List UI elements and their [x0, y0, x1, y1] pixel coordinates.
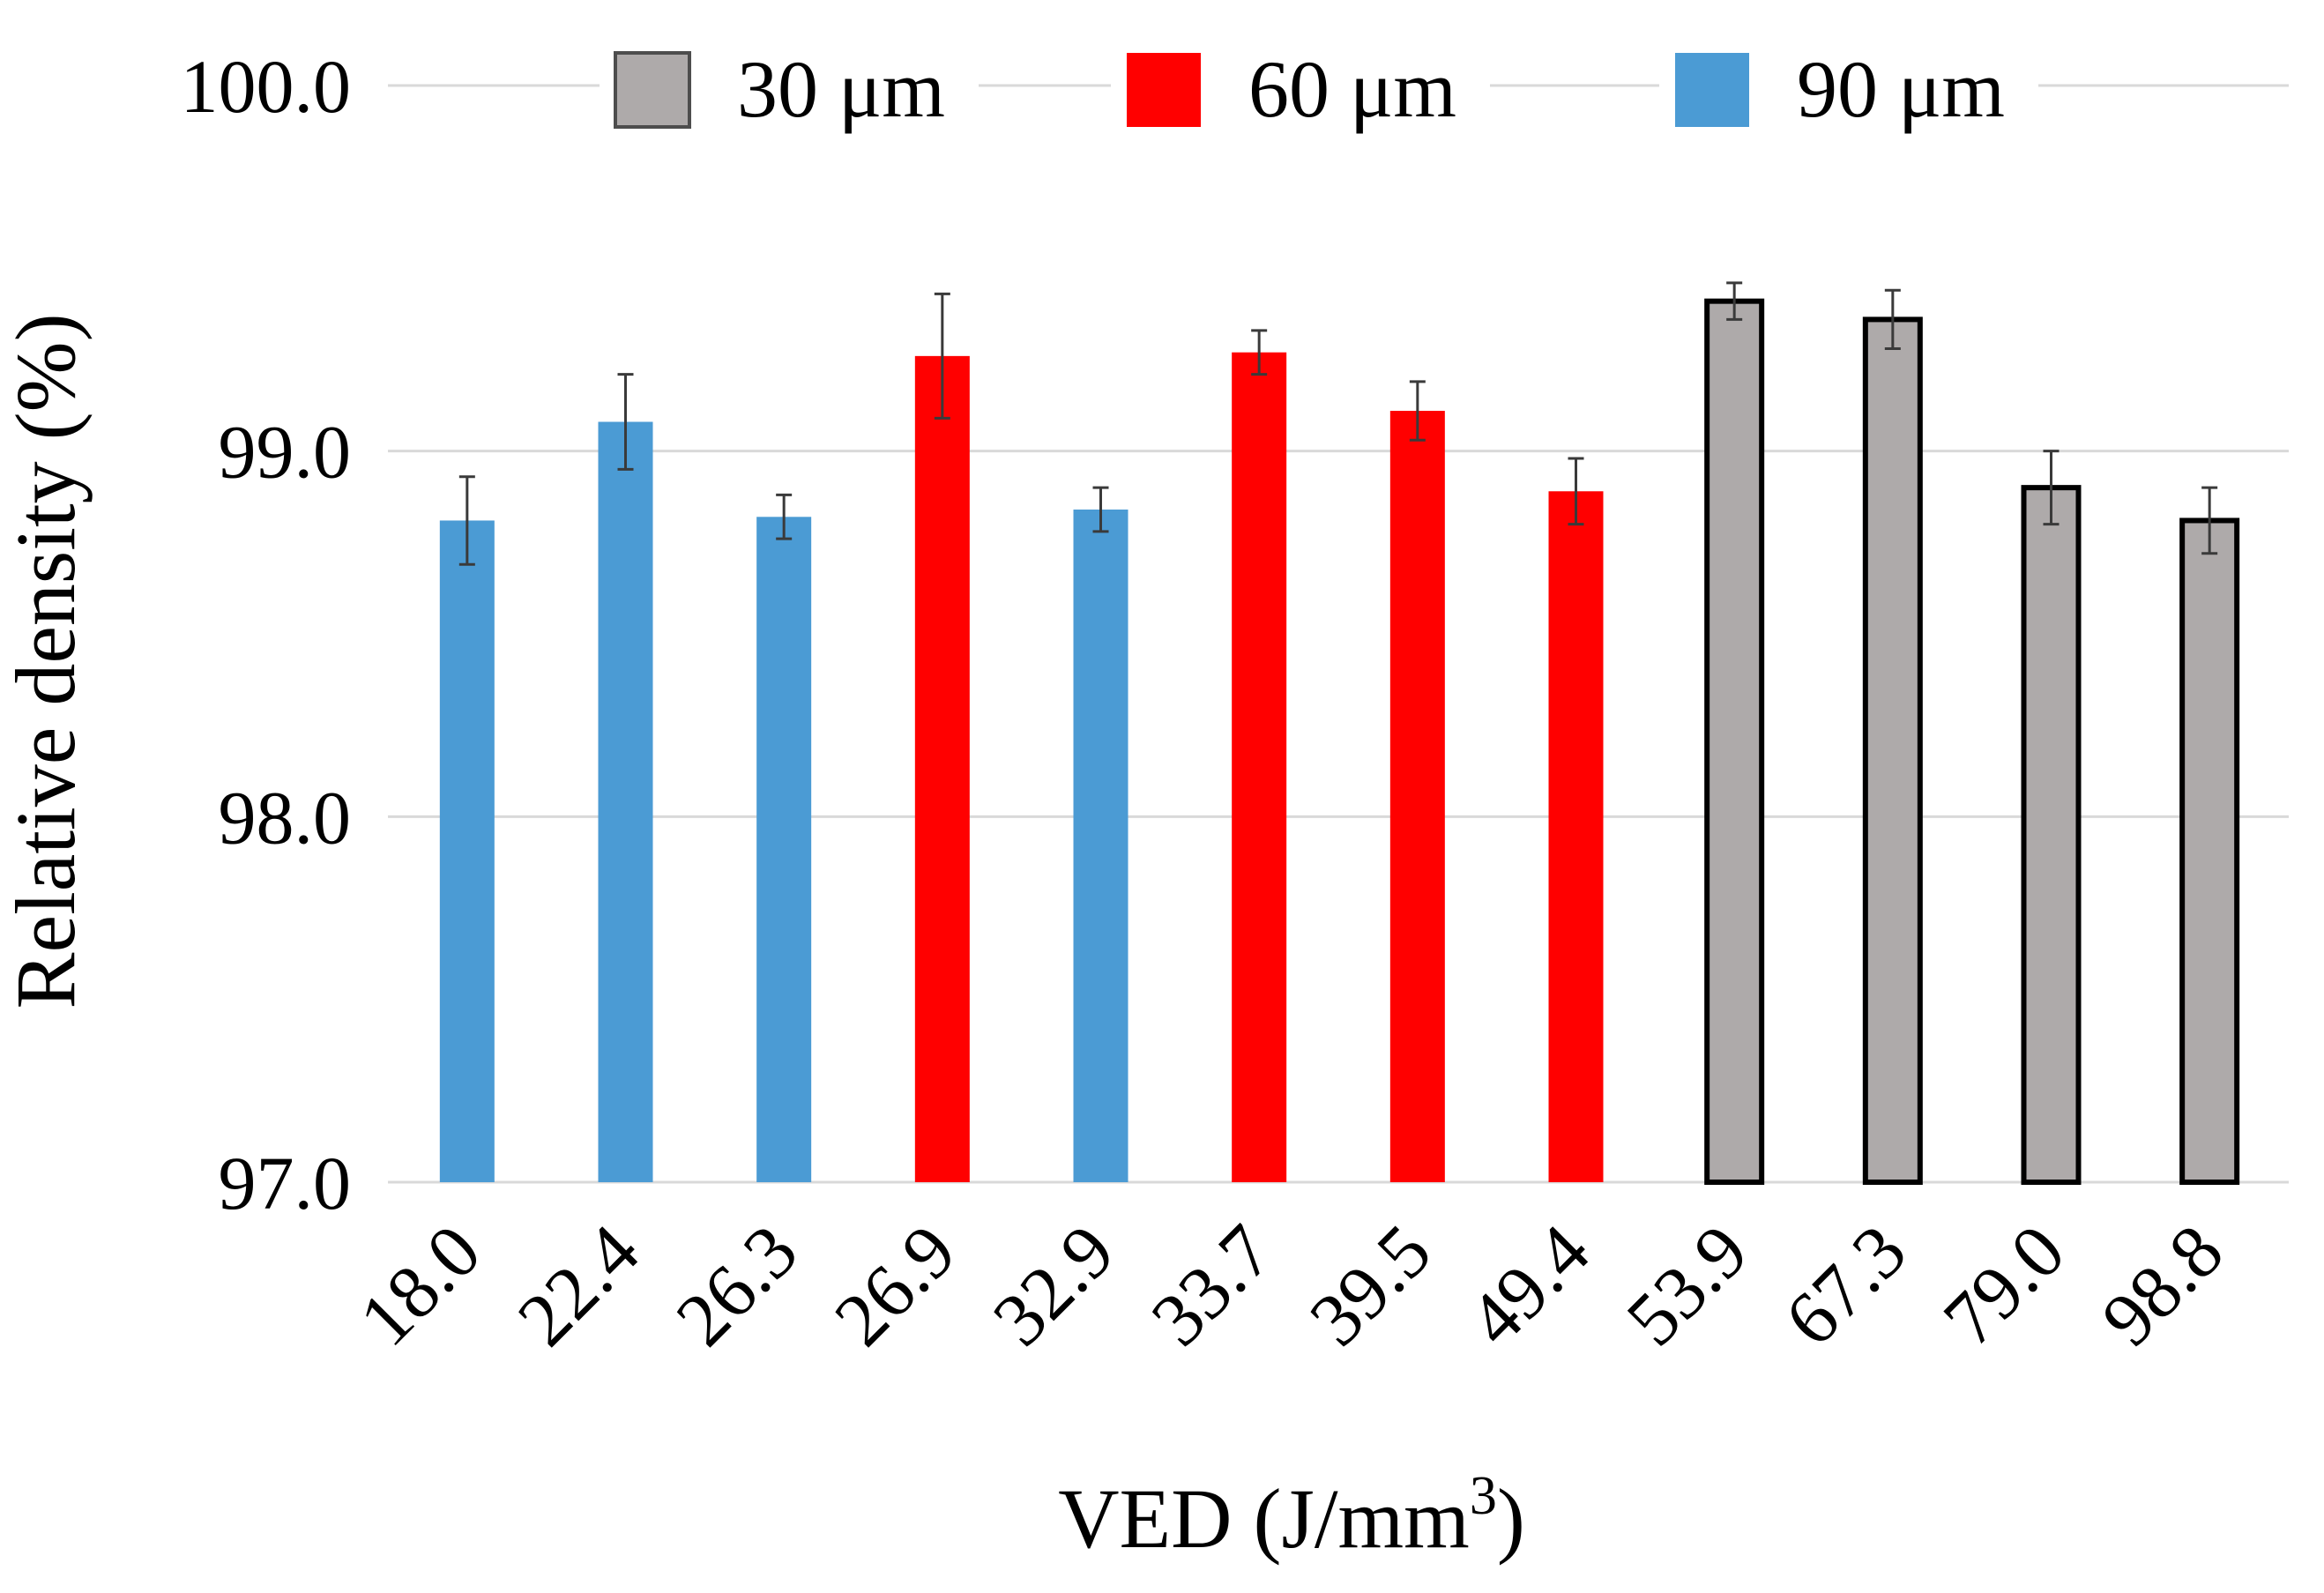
error-bar-26.9 — [934, 292, 950, 420]
x-tick-label: 26.3 — [659, 1209, 813, 1362]
legend-swatch — [1675, 53, 1749, 127]
x-axis-title-superscript: 3 — [1470, 1466, 1497, 1526]
bar-26.3 — [756, 517, 812, 1182]
legend-item: 60 μm — [1111, 41, 1490, 138]
y-tick-label: 100.0 — [181, 44, 352, 129]
bar-18.0 — [439, 520, 495, 1182]
error-bar-79.0 — [2043, 450, 2060, 526]
error-bar-33.7 — [1251, 329, 1268, 376]
gridlines — [388, 84, 2289, 1184]
bar-98.8 — [2179, 517, 2240, 1185]
error-bar-98.8 — [2201, 486, 2218, 555]
x-tick-label: 26.9 — [818, 1209, 972, 1362]
bar-22.4 — [598, 421, 653, 1182]
y-tick-label: 99.0 — [219, 410, 352, 495]
x-tick-label: 32.9 — [977, 1209, 1130, 1362]
x-tick-label: 39.5 — [1293, 1209, 1447, 1362]
legend-item: 30 μm — [600, 41, 979, 138]
x-axis-title-main: VED (J/mm — [1058, 1471, 1470, 1566]
x-tick-label: 33.7 — [1135, 1209, 1288, 1362]
bar-39.5 — [1389, 411, 1445, 1182]
error-bar-26.3 — [776, 493, 793, 540]
legend: 30 μm 60 μm 90 μm — [600, 41, 2038, 138]
error-bar-53.9 — [1726, 281, 1743, 321]
error-bar-18.0 — [458, 475, 475, 566]
bar-32.9 — [1073, 510, 1128, 1182]
x-tick-label: 18.0 — [343, 1209, 496, 1362]
x-tick-label: 49.4 — [1452, 1209, 1605, 1362]
legend-swatch — [614, 51, 691, 129]
bars — [439, 298, 2240, 1185]
legend-swatch — [1127, 53, 1201, 127]
x-tick-label: 67.3 — [1769, 1209, 1922, 1362]
bar-33.7 — [1232, 352, 1287, 1182]
legend-label: 60 μm — [1248, 44, 1456, 134]
bar-79.0 — [2021, 485, 2082, 1185]
x-axis-title-suffix: ) — [1497, 1471, 1525, 1566]
bar-26.9 — [914, 355, 970, 1182]
bar-49.4 — [1548, 491, 1604, 1182]
legend-item: 90 μm — [1659, 41, 2038, 138]
error-bar-67.3 — [1884, 288, 1901, 351]
x-tick-label: 98.8 — [2085, 1209, 2238, 1362]
x-tick-label: 22.4 — [502, 1209, 655, 1362]
legend-label: 30 μm — [737, 44, 945, 134]
bar-67.3 — [1862, 316, 1923, 1185]
x-tick-label: 53.9 — [1610, 1209, 1763, 1362]
y-axis-title: Relative density (%) — [0, 313, 93, 1009]
x-tick-label: 79.0 — [1927, 1209, 2081, 1362]
x-axis-title: VED (J/mm3) — [1058, 1466, 1525, 1566]
error-bar-22.4 — [617, 373, 634, 471]
y-tick-label: 97.0 — [219, 1141, 352, 1225]
error-bar-32.9 — [1092, 486, 1109, 533]
error-bar-39.5 — [1409, 380, 1426, 442]
error-bars — [458, 281, 2218, 566]
legend-label: 90 μm — [1797, 44, 2005, 134]
error-bar-49.4 — [1568, 457, 1584, 526]
bar-53.9 — [1704, 298, 1765, 1185]
y-tick-label: 98.0 — [219, 775, 352, 860]
